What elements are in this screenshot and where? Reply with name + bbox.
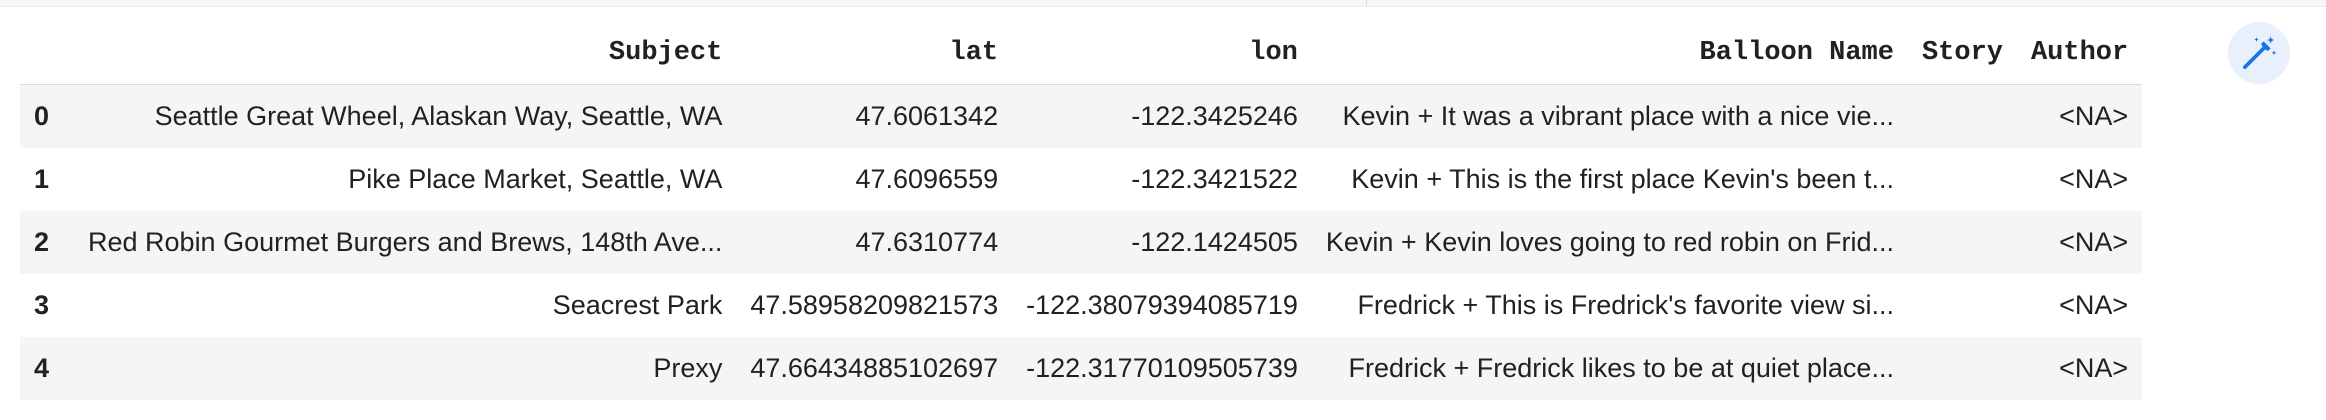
- cell-lon: -122.1424505: [1131, 226, 1298, 257]
- cell-balloon-name: Fredrick + Fredrick likes to be at quiet…: [1348, 352, 1894, 383]
- cell-subject: Red Robin Gourmet Burgers and Brews, 148…: [88, 226, 723, 257]
- cell-story: [1908, 148, 2017, 211]
- cell-subject: Seattle Great Wheel, Alaskan Way, Seattl…: [154, 100, 723, 131]
- cell-balloon-name: Fredrick + This is Fredrick's favorite v…: [1357, 289, 1894, 320]
- suggest-charts-button[interactable]: [2228, 22, 2290, 84]
- cell-balloon-name: Kevin + Kevin loves going to red robin o…: [1325, 226, 1894, 257]
- row-index: 4: [34, 352, 50, 383]
- row-index: 1: [34, 163, 50, 194]
- column-header-subject: Subject: [608, 38, 723, 68]
- cell-balloon-name: Kevin + It was a vibrant place with a ni…: [1342, 100, 1894, 131]
- magic-wand-icon: [2243, 36, 2277, 69]
- row-index: 3: [34, 289, 50, 320]
- cell-lon: -122.3421522: [1131, 163, 1298, 194]
- cell-story: [1908, 337, 2017, 400]
- cell-lat: 47.6061342: [855, 100, 999, 131]
- table-row: 0 Seattle Great Wheel, Alaskan Way, Seat…: [20, 84, 2143, 148]
- column-header-balloon-name: Balloon Name: [1699, 38, 1894, 68]
- cell-story: [1908, 274, 2017, 337]
- cell-lat: 47.6310774: [855, 226, 999, 257]
- column-header-lat: lat: [949, 38, 999, 68]
- cell-balloon-name: Kevin + This is the first place Kevin's …: [1351, 163, 1894, 194]
- strip-divider: [1366, 0, 1367, 6]
- cell-author: <NA>: [2059, 163, 2129, 194]
- table-row: 4 Prexy 47.66434885102697 -122.317701095…: [20, 336, 2143, 400]
- cell-subject: Pike Place Market, Seattle, WA: [348, 163, 723, 194]
- cell-author: <NA>: [2059, 289, 2129, 320]
- cell-lat: 47.6096559: [855, 163, 999, 194]
- cell-story: [1908, 211, 2017, 274]
- cell-lat: 47.58958209821573: [750, 289, 999, 320]
- cell-top-strip: [0, 0, 2326, 7]
- column-header-author: Author: [2030, 38, 2129, 68]
- cell-lat: 47.66434885102697: [750, 352, 999, 383]
- table-row: 3 Seacrest Park 47.58958209821573 -122.3…: [20, 273, 2143, 337]
- cell-author: <NA>: [2059, 226, 2129, 257]
- cell-subject: Seacrest Park: [552, 289, 723, 320]
- table-row: 1 Pike Place Market, Seattle, WA 47.6096…: [20, 147, 2143, 211]
- row-index: 0: [34, 100, 50, 131]
- cell-story: [1908, 85, 2017, 148]
- row-index: 2: [34, 226, 50, 257]
- column-header-index: [20, 22, 74, 85]
- cell-author: <NA>: [2059, 100, 2129, 131]
- column-header-lon: lon: [1249, 38, 1298, 68]
- cell-subject: Prexy: [653, 352, 723, 383]
- cell-lon: -122.38079394085719: [1026, 289, 1298, 320]
- header-row: Subject lat lon Balloon Name Story Autho…: [20, 22, 2143, 85]
- dataframe-output: Subject lat lon Balloon Name Story Autho…: [20, 22, 2143, 400]
- table-row: 2 Red Robin Gourmet Burgers and Brews, 1…: [20, 210, 2143, 274]
- cell-lon: -122.3425246: [1131, 100, 1298, 131]
- cell-author: <NA>: [2059, 352, 2129, 383]
- dataframe-table: Subject lat lon Balloon Name Story Autho…: [20, 22, 2143, 400]
- cell-lon: -122.31770109505739: [1026, 352, 1298, 383]
- column-header-story: Story: [1921, 38, 2003, 68]
